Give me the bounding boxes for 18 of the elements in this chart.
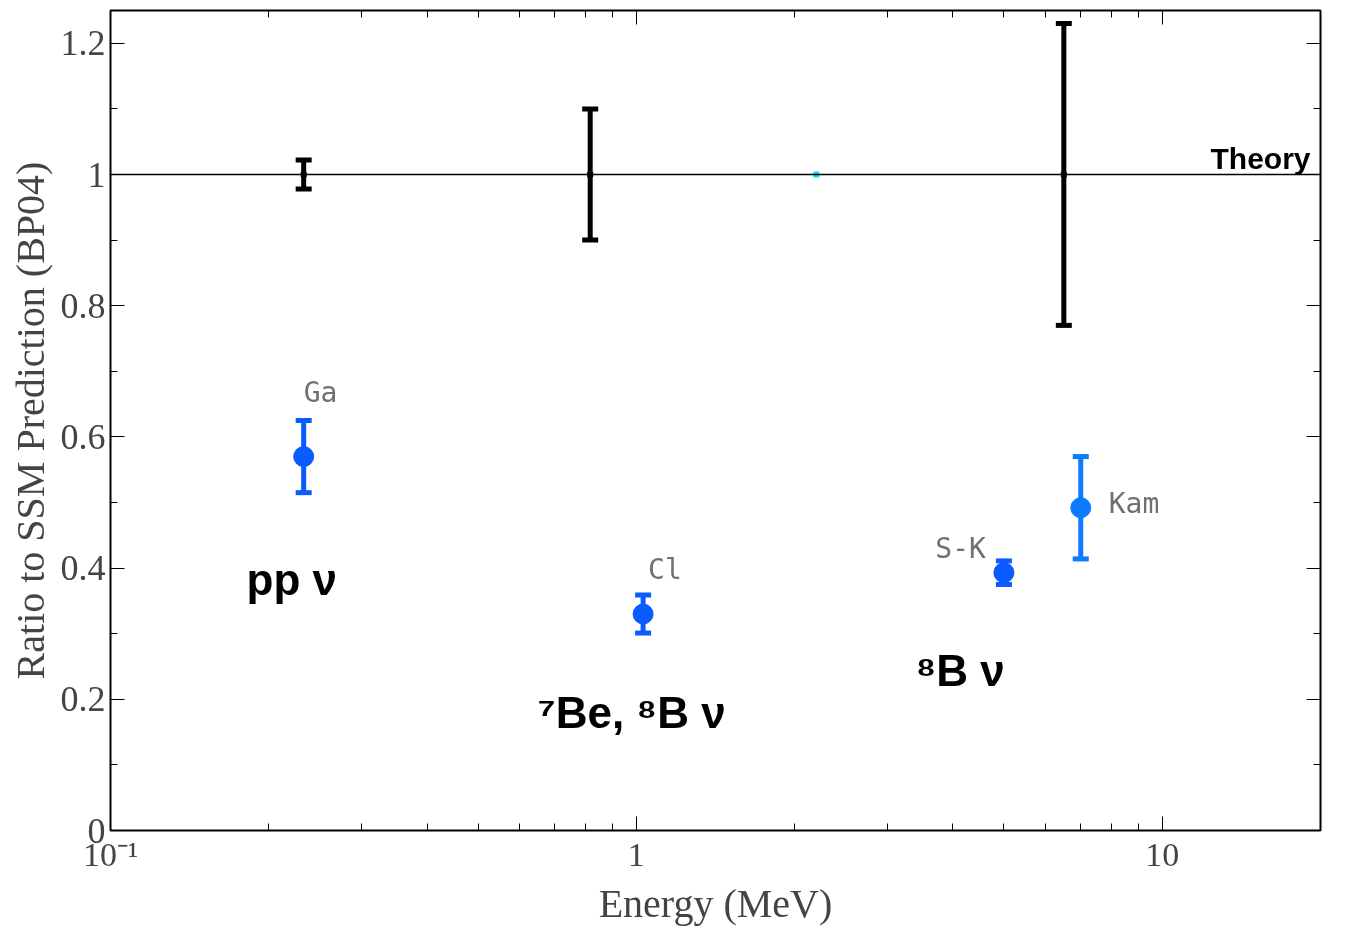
- y-axis-title: Ratio to SSM Prediction (BP04): [7, 161, 53, 680]
- y-tick-label: 0.6: [60, 416, 106, 457]
- annotation: Cl: [648, 553, 682, 587]
- y-tick-label: 0.8: [60, 285, 106, 326]
- annotation: Ga: [303, 375, 338, 409]
- annotation: pp ν: [246, 554, 337, 604]
- annotation: ⁷Be, ⁸B ν: [537, 687, 726, 737]
- ref-line-label: Theory: [1210, 141, 1311, 175]
- annotation: Kam: [1108, 486, 1160, 520]
- x-tick-label: 10: [1145, 835, 1180, 873]
- x-axis-title: Energy (MeV): [598, 880, 833, 926]
- annotation: S-K: [935, 531, 987, 565]
- y-tick-label: 1: [87, 154, 106, 195]
- x-tick-label: 1: [627, 835, 645, 873]
- y-tick-label: 1.2: [60, 23, 106, 64]
- y-tick-label: 0.2: [60, 679, 106, 720]
- annotation: ⁸B ν: [915, 645, 1005, 695]
- y-tick-label: 0.4: [60, 548, 106, 589]
